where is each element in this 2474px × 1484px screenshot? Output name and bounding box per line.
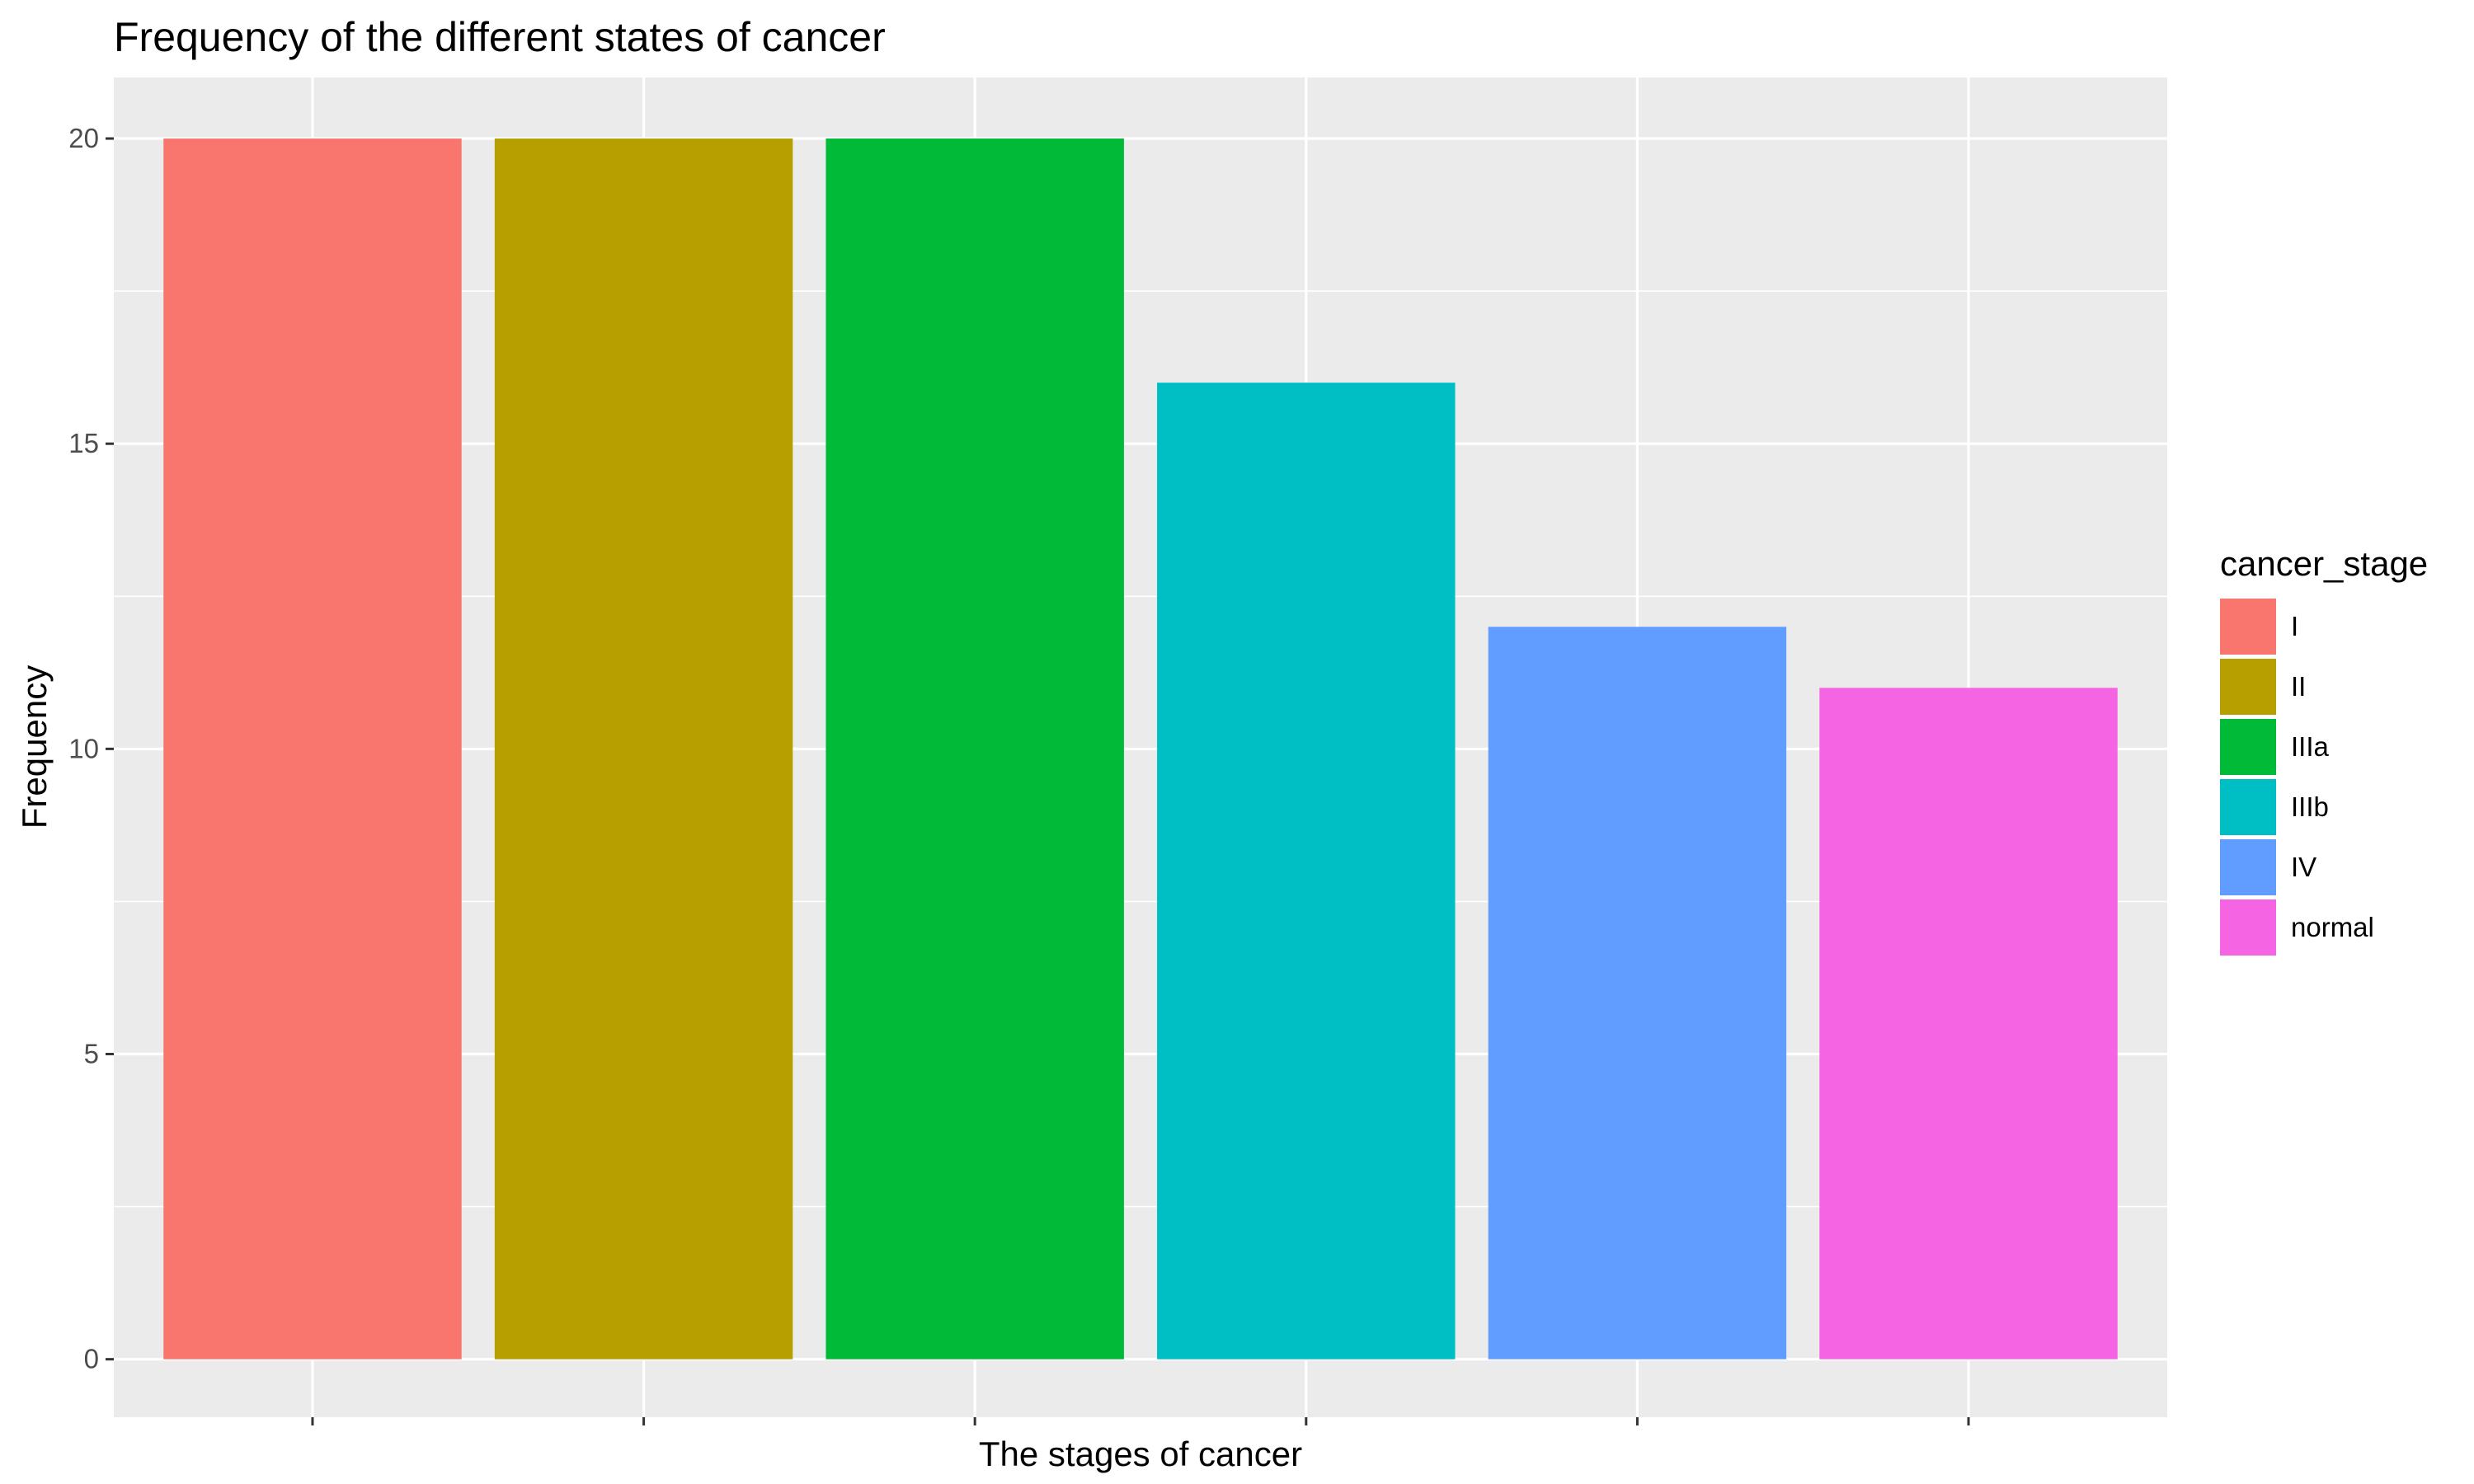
legend-key-i bbox=[2220, 599, 2276, 655]
bar-i bbox=[163, 139, 462, 1360]
legend-label-normal: normal bbox=[2291, 912, 2374, 942]
y-tick-label: 0 bbox=[84, 1344, 99, 1374]
x-axis-title: The stages of cancer bbox=[979, 1435, 1302, 1473]
legend-key-ii bbox=[2220, 659, 2276, 715]
y-tick-label: 15 bbox=[68, 428, 99, 458]
bar-iiia bbox=[825, 139, 1124, 1360]
legend-key-iiia bbox=[2220, 719, 2276, 775]
legend-key-iiib bbox=[2220, 779, 2276, 835]
legend-label-i: I bbox=[2291, 611, 2298, 641]
y-axis-title: Frequency bbox=[15, 665, 54, 829]
chart-title: Frequency of the different states of can… bbox=[114, 14, 886, 60]
legend-key-normal bbox=[2220, 899, 2276, 956]
bar-iv bbox=[1488, 627, 1787, 1360]
legend-label-iiib: IIIb bbox=[2291, 791, 2329, 822]
y-tick-label: 5 bbox=[84, 1039, 99, 1069]
legend-key-iv bbox=[2220, 839, 2276, 895]
y-tick-label: 20 bbox=[68, 123, 99, 153]
legend-label-iv: IV bbox=[2291, 852, 2316, 882]
legend-title: cancer_stage bbox=[2220, 544, 2428, 583]
bar-normal bbox=[1819, 688, 2118, 1360]
legend-label-iiia: IIIa bbox=[2291, 731, 2330, 762]
y-axis: 0 5 10 15 20 bbox=[68, 123, 114, 1374]
bar-ii bbox=[494, 139, 793, 1360]
bar-iiib bbox=[1157, 383, 1456, 1360]
legend-label-ii: II bbox=[2291, 671, 2306, 702]
y-tick-label: 10 bbox=[68, 733, 99, 763]
bars bbox=[163, 139, 2118, 1360]
x-axis bbox=[311, 1417, 1970, 1425]
